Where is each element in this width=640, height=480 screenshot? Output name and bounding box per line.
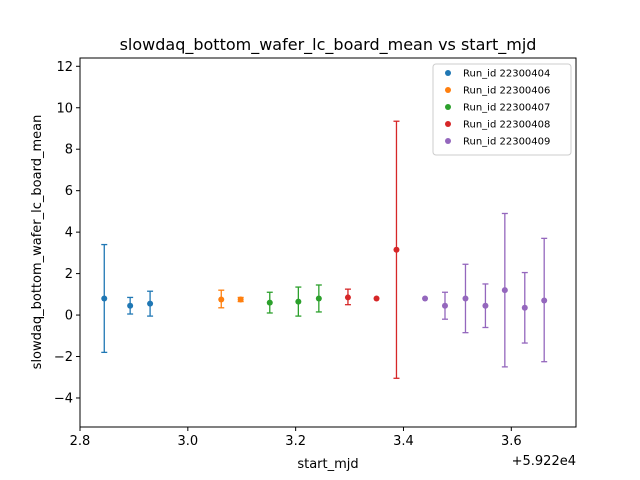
plot-area bbox=[101, 120, 548, 379]
x-tick-label: 3.4 bbox=[393, 434, 414, 449]
y-tick-label: 6 bbox=[65, 184, 73, 199]
data-point bbox=[147, 300, 154, 307]
data-point bbox=[295, 298, 302, 305]
data-point bbox=[127, 302, 134, 309]
y-tick-label: 2 bbox=[65, 267, 73, 282]
legend-box bbox=[432, 63, 572, 156]
y-tick-label: 4 bbox=[65, 226, 73, 241]
x-axis-label: start_mjd bbox=[297, 457, 358, 472]
x-tick-label: 3.0 bbox=[177, 434, 198, 449]
y-tick-label: 10 bbox=[56, 101, 73, 116]
legend-marker bbox=[445, 121, 451, 127]
series-0 bbox=[101, 243, 154, 354]
legend-label: Run_id 22300404 bbox=[463, 69, 550, 80]
data-point bbox=[541, 297, 548, 304]
series-2 bbox=[266, 284, 322, 317]
legend-marker bbox=[445, 138, 451, 144]
legend-label: Run_id 22300408 bbox=[463, 120, 550, 131]
plot-frame bbox=[79, 57, 577, 428]
data-point bbox=[218, 296, 225, 303]
y-axis: −4 −2 0 2 4 6 8 10 12 bbox=[54, 60, 80, 406]
x-axis: 2.8 3.0 3.2 3.4 3.6 bbox=[70, 427, 522, 449]
chart-title: slowdaq_bottom_wafer_lc_board_mean vs st… bbox=[120, 35, 537, 55]
data-point bbox=[373, 295, 380, 302]
data-point bbox=[237, 296, 244, 303]
legend-marker bbox=[445, 104, 451, 110]
x-tick-label: 3.6 bbox=[501, 434, 522, 449]
legend-marker bbox=[445, 70, 451, 76]
series-3 bbox=[344, 120, 400, 379]
data-point bbox=[441, 302, 448, 309]
legend-label: Run_id 22300406 bbox=[463, 86, 550, 97]
data-point bbox=[266, 299, 273, 306]
y-tick-label: −2 bbox=[54, 350, 73, 365]
legend: Run_id 22300404 Run_id 22300406 Run_id 223… bbox=[432, 63, 572, 156]
data-point bbox=[315, 295, 322, 302]
data-point bbox=[462, 295, 469, 302]
y-tick-label: −4 bbox=[54, 391, 73, 406]
legend-label: Run_id 22300407 bbox=[463, 103, 550, 114]
data-point bbox=[344, 294, 351, 301]
y-axis-label: slowdaq_bottom_wafer_lc_board_mean bbox=[30, 115, 45, 370]
data-point bbox=[393, 246, 400, 253]
legend-label: Run_id 22300409 bbox=[463, 137, 550, 148]
data-point bbox=[101, 295, 108, 302]
y-tick-label: 8 bbox=[65, 143, 73, 158]
y-tick-label: 12 bbox=[56, 60, 73, 75]
legend-marker bbox=[445, 87, 451, 93]
data-point bbox=[521, 304, 528, 311]
x-axis-offset-label: +5.922e4 bbox=[512, 454, 576, 469]
series-4 bbox=[422, 212, 548, 368]
data-point bbox=[422, 295, 429, 302]
x-tick-label: 2.8 bbox=[70, 434, 91, 449]
y-tick-label: 0 bbox=[65, 309, 73, 324]
data-point bbox=[501, 287, 508, 294]
data-point bbox=[482, 302, 489, 309]
x-tick-label: 3.2 bbox=[285, 434, 306, 449]
series-1 bbox=[218, 289, 244, 309]
